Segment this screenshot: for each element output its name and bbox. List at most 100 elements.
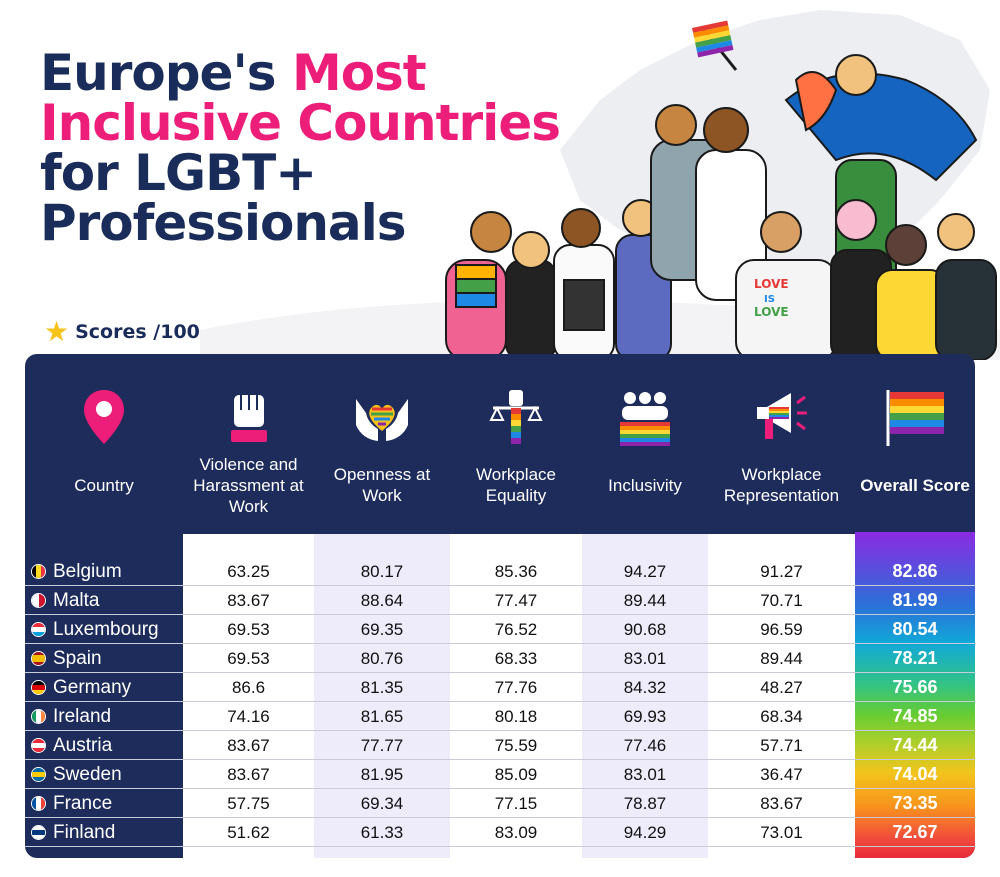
equality-score-cell: 85.36 [494, 561, 538, 581]
representation-score-cell: 91.27 [760, 561, 803, 581]
flag-icon [31, 564, 46, 579]
row-divider [25, 614, 975, 615]
row-divider [25, 672, 975, 673]
flag-icon [31, 767, 46, 782]
flag-icon [31, 622, 46, 637]
representation-score-cell: 70.71 [760, 590, 803, 610]
violence-score-cell: 69.53 [227, 619, 270, 639]
overall-score-cell: 73.35 [892, 793, 938, 813]
title-line3: for LGBT+ [40, 144, 317, 202]
country-name: Spain [53, 647, 102, 669]
table-row: Austria 83.67 77.77 75.59 77.46 57.71 74.44 [25, 731, 975, 760]
table-row: Belgium 63.25 80.17 85.36 94.27 91.27 82.86 [25, 557, 975, 586]
country-name: Luxembourg [53, 618, 159, 640]
column-header-openness: Openness at Work [314, 354, 450, 534]
representation-score-cell: 68.34 [760, 706, 803, 726]
scores-legend: ★ Scores /100 [44, 318, 200, 346]
openness-score-cell: 77.77 [360, 735, 404, 755]
row-divider [25, 846, 975, 847]
column-header-violence: Violence and Harassment at Work [183, 354, 314, 534]
overall-score-cell: 80.54 [892, 619, 938, 639]
scales-fist-icon [481, 382, 551, 452]
violence-score-cell: 86.6 [231, 677, 266, 697]
flag-icon [31, 680, 46, 695]
equality-score-cell: 85.09 [494, 764, 538, 784]
openness-score-cell: 81.65 [360, 706, 404, 726]
header-label-equality: Workplace Equality [476, 465, 556, 505]
svg-text:LOVE: LOVE [754, 305, 789, 319]
violence-score-cell: 74.16 [227, 706, 270, 726]
country-name: Finland [53, 821, 116, 843]
flag-icon [31, 651, 46, 666]
row-divider [25, 585, 975, 586]
country-cell: Finland [25, 818, 183, 847]
representation-score-cell: 48.27 [760, 677, 803, 697]
scores-label-text: Scores /100 [75, 321, 200, 343]
overall-score-cell: 74.44 [892, 735, 938, 755]
country-name: Ireland [53, 705, 112, 727]
inclusivity-score-cell: 89.44 [623, 590, 667, 610]
representation-score-cell: 96.59 [760, 619, 803, 639]
row-divider [25, 701, 975, 702]
star-icon: ★ [44, 315, 70, 348]
table-row: France 57.75 69.34 77.15 78.87 83.67 73.35 [25, 789, 975, 818]
overall-score-cell: 82.86 [892, 561, 938, 581]
overall-score-gradient-band [855, 532, 975, 858]
location-pin-icon [69, 382, 139, 452]
header-label-violence: Violence and Harassment at Work [193, 454, 304, 516]
row-divider [25, 643, 975, 644]
column-header-representation: Workplace Representation [708, 354, 855, 534]
representation-score-cell: 57.71 [760, 735, 803, 755]
header-label-openness: Openness at Work [333, 465, 431, 505]
equality-score-cell: 68.33 [494, 648, 538, 668]
country-name: France [53, 792, 113, 814]
openness-score-cell: 88.64 [360, 590, 404, 610]
header-label-representation: Workplace Representation [723, 465, 840, 505]
openness-score-cell: 81.95 [360, 764, 404, 784]
flag-icon [31, 709, 46, 724]
table-row: Spain 69.53 80.76 68.33 83.01 89.44 78.21 [25, 644, 975, 673]
table-row: Ireland 74.16 81.65 80.18 69.93 68.34 74.85 [25, 702, 975, 731]
equality-score-cell: 75.59 [494, 735, 538, 755]
country-name: Sweden [53, 763, 122, 785]
scores-table: Country Violence and Harassment at Work … [25, 354, 975, 858]
openness-score-cell: 61.33 [360, 822, 404, 842]
flag-icon [31, 738, 46, 753]
equality-score-cell: 77.76 [494, 677, 538, 697]
table-row: Luxembourg 69.53 69.35 76.52 90.68 96.59 80.54 [25, 615, 975, 644]
rainbow-flag-icon [880, 382, 950, 452]
country-cell: Austria [25, 731, 183, 760]
equality-score-cell: 83.09 [494, 822, 538, 842]
violence-score-cell: 63.25 [227, 561, 270, 581]
country-cell: Germany [25, 673, 183, 702]
overall-score-cell: 81.99 [892, 590, 938, 610]
country-cell: France [25, 789, 183, 818]
table-row: Malta 83.67 88.64 77.47 89.44 70.71 81.99 [25, 586, 975, 615]
inclusivity-score-cell: 77.46 [623, 735, 667, 755]
inclusivity-score-cell: 69.93 [623, 706, 667, 726]
title-line4: Professionals [40, 194, 407, 252]
header-label-country: Country [74, 475, 134, 495]
equality-score-cell: 76.52 [494, 619, 538, 639]
header-label-inclusivity: Inclusivity [608, 475, 682, 495]
violence-score-cell: 51.62 [227, 822, 270, 842]
flag-icon [31, 825, 46, 840]
equality-score-cell: 77.15 [494, 793, 538, 813]
overall-score-cell: 78.21 [892, 648, 938, 668]
equality-score-cell: 80.18 [494, 706, 538, 726]
people-illustration: LOVE IS LOVE [445, 20, 997, 360]
country-cell: Ireland [25, 702, 183, 731]
representation-score-cell: 73.01 [760, 822, 803, 842]
raised-fist-icon [214, 382, 284, 452]
column-band-equality [450, 534, 582, 858]
country-name: Malta [53, 589, 100, 611]
column-band-openness [314, 534, 450, 858]
flag-icon [31, 796, 46, 811]
country-name: Germany [53, 676, 132, 698]
title-line1-part1: Europe's [40, 44, 292, 102]
country-cell: Belgium [25, 557, 183, 586]
violence-score-cell: 57.75 [227, 793, 270, 813]
violence-score-cell: 83.67 [227, 590, 270, 610]
violence-score-cell: 83.67 [227, 764, 270, 784]
title-line1-accent: Most [291, 44, 427, 102]
